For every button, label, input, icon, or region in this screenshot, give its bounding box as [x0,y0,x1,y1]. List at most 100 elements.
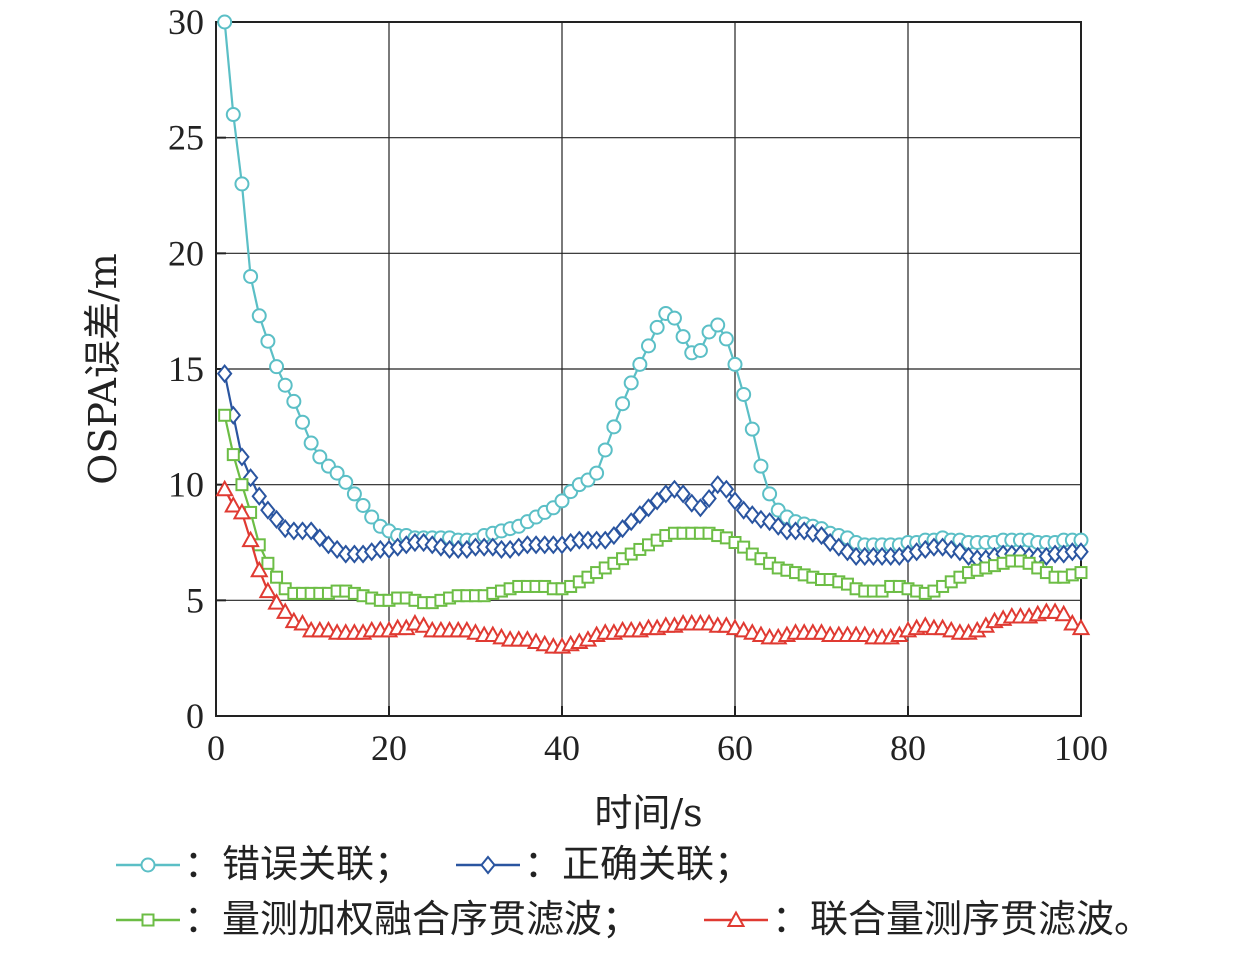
data-point-diamond [1073,542,1089,562]
y-tick-label: 10 [168,465,204,505]
data-point-circle [666,310,682,326]
legend-marker-triangle [726,910,746,927]
series-diamond [216,364,1089,569]
legend-label: ：联合量测序贯滤波。 [772,897,1152,941]
data-point-circle [649,319,665,335]
data-point-triangle [241,530,260,548]
y-tick-label: 30 [168,2,204,42]
data-point-diamond [260,500,276,520]
y-axis-title: OSPA误差/m [81,253,125,485]
legend-marker-circle [140,857,156,873]
data-point-diamond [623,512,639,532]
data-point-diamond [675,484,691,504]
legend-item-triangle: ：联合量测序贯滤波。 [704,897,1152,941]
data-point-diamond [303,521,319,541]
data-point-circle [260,333,276,349]
series-line-triangle [223,488,1082,648]
legend-label: ：正确关联； [524,842,752,886]
data-point-square [1074,566,1088,580]
y-tick-label: 5 [186,580,204,620]
data-point-circle [329,465,345,481]
data-point-diamond [268,509,285,529]
data-point-diamond [606,525,622,546]
data-point-diamond [251,486,268,506]
data-point-circle [346,486,362,502]
data-point-circle [762,486,778,502]
series-line-diamond [223,373,1081,560]
data-point-circle [225,107,241,123]
grid-lines [216,22,1081,716]
data-point-circle [217,14,233,30]
x-tick-label: 100 [1054,728,1108,768]
data-point-circle [277,377,293,393]
data-point-circle [727,356,743,372]
data-point-diamond [692,498,709,518]
data-point-circle [554,493,570,509]
data-point-circle [234,176,250,192]
data-point-circle [736,386,752,402]
data-point-diamond [649,491,665,511]
data-point-circle [364,509,380,525]
data-point-triangle [215,479,234,497]
data-point-square [270,570,284,584]
series-layer [215,14,1091,654]
data-point-circle [355,497,371,513]
y-tick-label: 0 [186,696,204,736]
x-tick-label: 0 [207,728,225,768]
data-point-diamond [701,488,717,509]
data-point-circle [632,356,648,372]
data-point-square [218,408,232,422]
data-point-circle [243,268,259,284]
legend-marker-square [141,913,155,927]
data-point-triangle [1063,613,1082,631]
data-point-diamond [640,498,657,518]
x-tick-label: 80 [890,728,926,768]
data-point-triangle [224,495,243,513]
data-point-diamond [813,525,830,546]
legend-label: ：错误关联； [184,842,412,886]
data-point-circle [286,393,302,409]
data-point-triangle [1071,618,1091,636]
x-tick-label: 60 [717,728,753,768]
y-tick-label: 15 [168,349,204,389]
legend-item-square: ：量测加权融合序贯滤波； [116,897,640,941]
data-point-triangle [414,616,433,633]
data-point-diamond [718,479,735,499]
legend: ：错误关联； ：正确关联； ：量测加权融合序贯滤波； ：联合量测序贯滤波。 [116,842,1152,941]
data-point-triangle [293,613,312,631]
series-triangle [215,479,1091,654]
data-point-triangle [276,602,295,619]
data-point-circle [295,414,310,430]
data-point-square [261,556,275,570]
data-point-circle [753,458,769,474]
data-point-diamond [727,491,743,511]
series-square [218,408,1088,610]
data-point-triangle [267,593,286,610]
data-point-square [235,478,249,492]
data-point-circle [606,419,622,435]
tick-labels: 0 20 40 60 80 100 0 5 10 15 20 25 30 [168,2,1108,768]
data-point-circle [303,435,319,451]
legend-item-diamond: ：正确关联； [456,842,752,886]
legend-marker-diamond [480,855,496,875]
y-tick-label: 25 [168,118,204,158]
data-point-circle [615,396,631,412]
data-point-circle [744,421,760,437]
y-tick-label: 20 [168,233,204,273]
data-point-triangle [258,581,278,599]
series-line-circle [223,21,1081,546]
data-point-circle [312,449,328,465]
legend-item-circle: ：错误关联； [116,842,412,886]
x-tick-label: 20 [371,728,407,768]
data-point-square [737,540,751,554]
data-point-diamond [216,364,233,384]
data-point-circle [338,474,354,490]
data-point-circle [710,317,726,333]
data-point-circle [641,338,656,354]
data-point-circle [251,308,267,324]
data-point-circle [623,375,639,391]
legend-label: ：量测加权融合序贯滤波； [184,897,640,941]
data-point-triangle [1054,604,1073,622]
data-point-triangle [232,502,252,520]
